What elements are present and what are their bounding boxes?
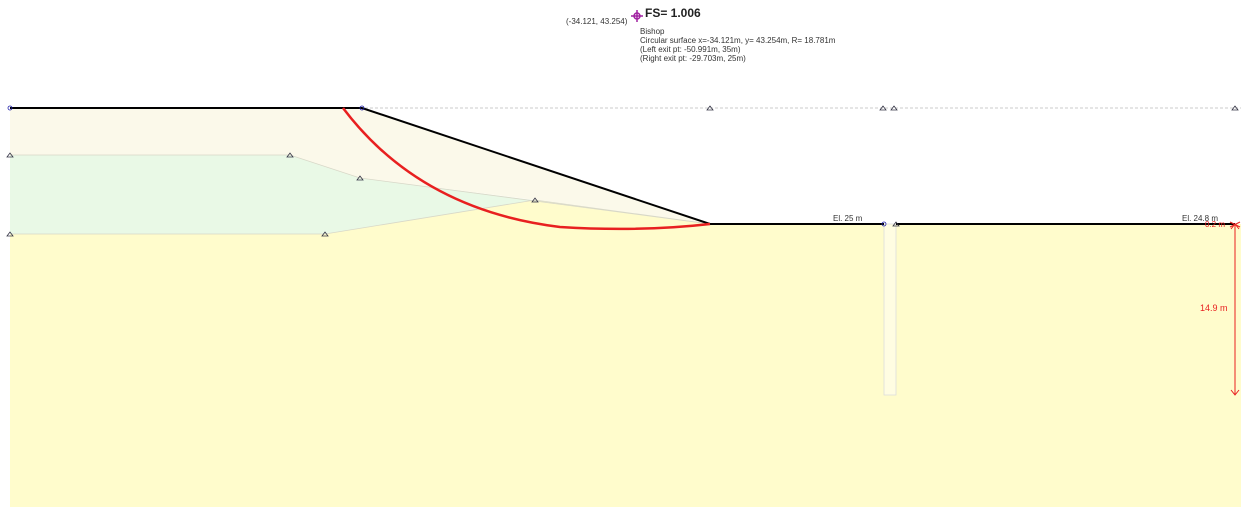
- layer-boundary: [10, 154, 711, 225]
- layer-boundary: [10, 199, 711, 235]
- pile: [883, 223, 897, 396]
- elevation-label: El. 25 m: [833, 214, 863, 223]
- elevation-label: El. 24.8 m: [1182, 214, 1218, 223]
- slip-surface: [342, 107, 711, 231]
- surface-info: Circular surface x=-34.121m, y= 43.254m,…: [640, 36, 836, 45]
- soil-yellow: [10, 200, 1241, 507]
- method: Bishop: [640, 27, 665, 36]
- dimension-label: 14.9 m: [1200, 303, 1228, 313]
- soil-beige: [10, 108, 710, 224]
- dimension: [1229, 221, 1241, 396]
- dimension-label: 0.2 m: [1205, 220, 1225, 229]
- vertices: [6, 105, 1239, 237]
- fs-label: FS= 1.006: [645, 6, 701, 20]
- left-exit: (Left exit pt: -50.991m, 35m): [640, 45, 741, 54]
- soil-green: [10, 155, 540, 234]
- center-marker: [631, 10, 643, 22]
- right-exit: (Right exit pt: -29.703m, 25m): [640, 54, 746, 63]
- ground-surface: [10, 107, 884, 225]
- center-label: (-34.121, 43.254): [566, 17, 628, 26]
